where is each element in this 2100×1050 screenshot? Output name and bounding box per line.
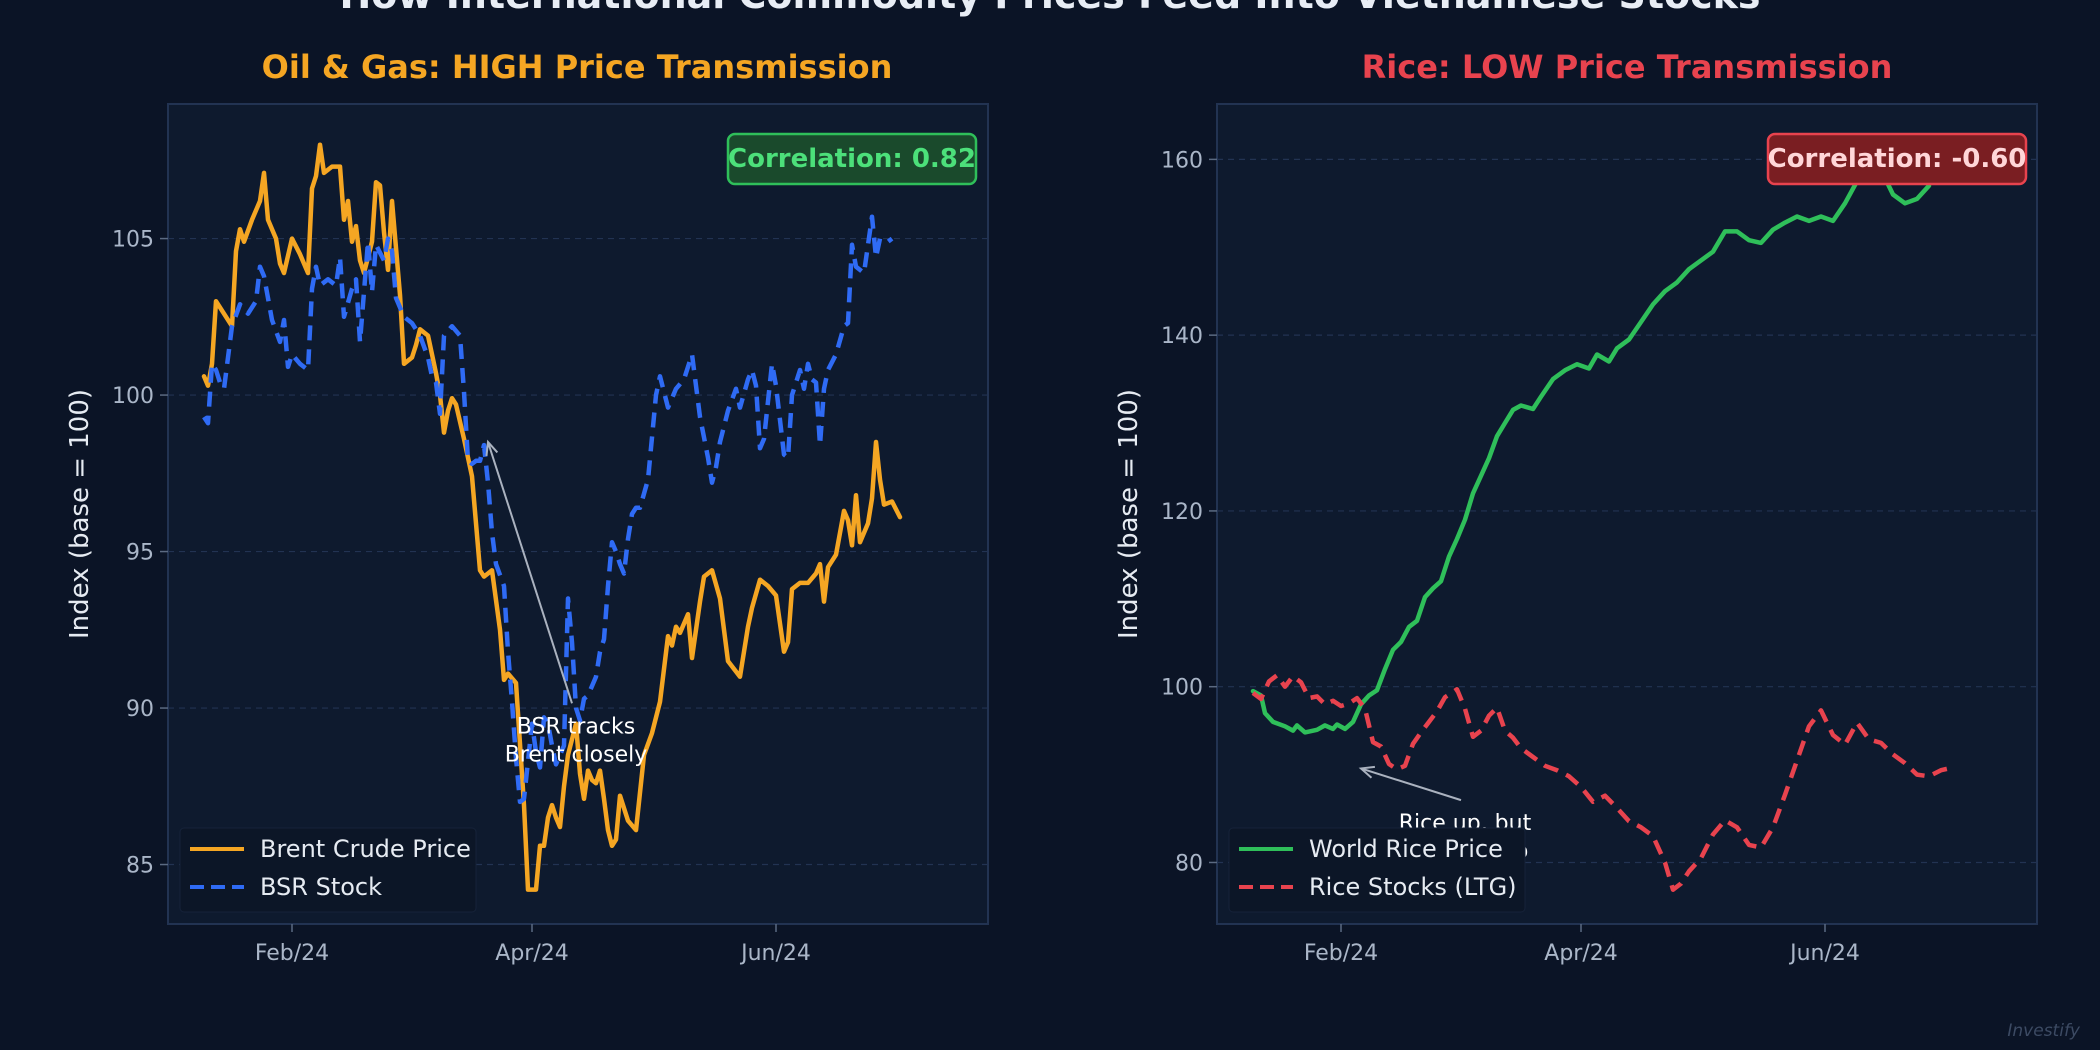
- annotation-text-line-2: Brent closely: [505, 742, 648, 767]
- legend-label-bsr: BSR Stock: [260, 873, 382, 901]
- y-tick-label-105: 105: [112, 228, 154, 253]
- legend-label-rice-stocks: Rice Stocks (LTG): [1309, 873, 1517, 901]
- rice-series: [1250, 165, 1950, 892]
- oil-gas-legend-box: [179, 827, 477, 913]
- oil-gas-y-axis: 85 90 95 100 105: [112, 228, 168, 879]
- y-tick-label-100: 100: [112, 384, 154, 409]
- rice-plot-area: [1216, 103, 2038, 925]
- rice-panel-title: Rice: LOW Price Transmission: [1362, 48, 1893, 86]
- oil-gas-correlation-badge: Correlation: 0.82: [726, 132, 978, 186]
- y-tick-label-120: 120: [1161, 500, 1203, 525]
- oil-gas-correlation-label: Correlation: 0.82: [728, 144, 976, 174]
- legend-label-world-rice: World Rice Price: [1309, 835, 1503, 863]
- annotation-arrow-head: [1358, 765, 1376, 779]
- x-tick-label-jun-24: Jun/24: [1788, 941, 1860, 966]
- x-tick-label-apr-24: Apr/24: [1544, 941, 1617, 966]
- oil-gas-annotation: BSR tracks Brent closely: [485, 439, 648, 767]
- y-tick-label-160: 160: [1161, 148, 1203, 173]
- rice-legend-box: [1228, 827, 1526, 913]
- annotation-text-line-1: BSR tracks: [517, 714, 635, 739]
- x-tick-label-jun-24: Jun/24: [739, 941, 811, 966]
- annotation-arrow-shaft: [487, 441, 573, 704]
- rice-correlation-label: Correlation: -0.60: [1768, 144, 2027, 174]
- series-line-rice-stocks-ltg: [1251, 673, 1950, 892]
- y-tick-label-85: 85: [126, 854, 154, 879]
- oil-gas-series: [201, 142, 903, 892]
- rice-correlation-badge: Correlation: -0.60: [1766, 132, 2028, 186]
- annotation-arrow-shaft: [1360, 767, 1462, 802]
- rice-y-axis: 80 100 120 140 160: [1161, 148, 1217, 876]
- annotation-arrow-head: [485, 439, 499, 457]
- oil-gas-y-axis-label: Index (base = 100): [65, 389, 95, 639]
- series-line-bsr-stock: [202, 214, 894, 805]
- y-tick-label-95: 95: [126, 541, 154, 566]
- rice-panel: Rice: LOW Price Transmission 80 100 120 140…: [1114, 48, 2038, 966]
- x-tick-label-feb-24: Feb/24: [1304, 941, 1378, 966]
- series-line-brent-crude-price: [201, 142, 903, 892]
- oil-gas-plot-area: [167, 103, 989, 925]
- y-tick-label-100: 100: [1161, 676, 1203, 701]
- watermark: Investify: [2007, 1021, 2081, 1041]
- y-tick-label-90: 90: [126, 697, 154, 722]
- oil-gas-legend: Brent Crude Price BSR Stock: [179, 827, 477, 913]
- rice-x-axis: Feb/24 Apr/24 Jun/24: [1304, 924, 1860, 966]
- y-tick-label-140: 140: [1161, 324, 1203, 349]
- oil-gas-x-axis: Feb/24 Apr/24 Jun/24: [255, 924, 811, 966]
- x-tick-label-feb-24: Feb/24: [255, 941, 329, 966]
- rice-correlation-box: [1766, 132, 2028, 186]
- oil-gas-panel-title: Oil & Gas: HIGH Price Transmission: [262, 48, 893, 86]
- oil-gas-correlation-box: [726, 132, 978, 186]
- y-tick-label-80: 80: [1175, 851, 1203, 876]
- rice-gridlines: [1217, 158, 2037, 864]
- rice-legend: World Rice Price Rice Stocks (LTG): [1228, 827, 1526, 913]
- rice-y-axis-label: Index (base = 100): [1114, 389, 1144, 639]
- x-tick-label-apr-24: Apr/24: [495, 941, 568, 966]
- figure-title: How International Commodity Prices Feed …: [339, 0, 1760, 17]
- legend-label-brent: Brent Crude Price: [260, 835, 471, 863]
- oil-gas-panel: Oil & Gas: HIGH Price Transmission 85 90 9…: [65, 48, 989, 966]
- series-line-world-rice-price: [1250, 165, 1932, 735]
